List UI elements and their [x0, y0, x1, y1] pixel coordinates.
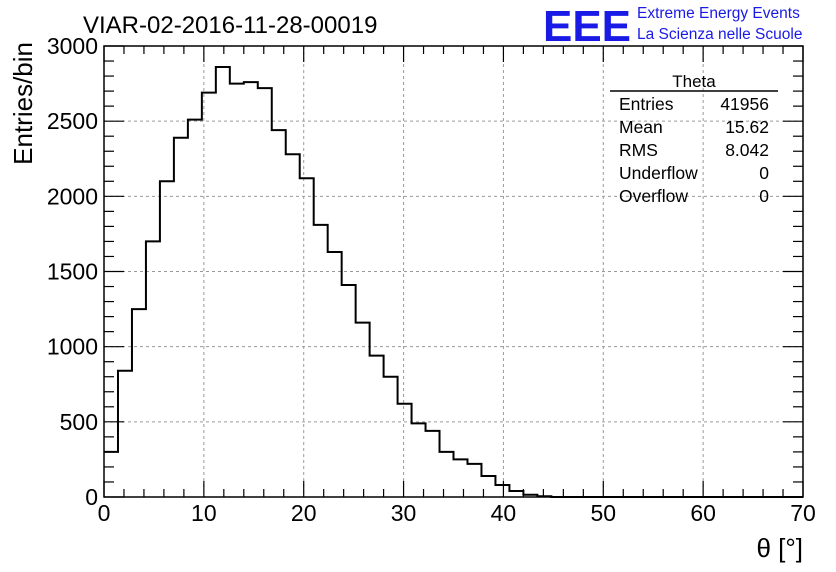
x-tick-label: 10 — [191, 500, 217, 526]
y-tick-label: 2500 — [47, 108, 98, 134]
stats-value-underflow: 0 — [759, 163, 769, 183]
y-axis-label: Entries/bin — [8, 42, 38, 165]
y-tick-label: 2000 — [47, 183, 98, 209]
stats-value-rms: 8.042 — [725, 140, 769, 160]
project-subtitle: La Scienza nelle Scuole — [637, 26, 802, 43]
stats-label-rms: RMS — [619, 140, 658, 160]
stats-value-mean: 15.62 — [725, 117, 769, 137]
grid-layer — [104, 46, 803, 497]
y-tick-labels: 0 500 1000 1500 2000 2500 3000 — [47, 33, 98, 510]
y-tick-label: 1000 — [47, 334, 98, 360]
plot-frame — [103, 45, 804, 498]
stats-label-mean: Mean — [619, 117, 663, 137]
y-tick-label: 500 — [60, 409, 98, 435]
y-tick-label: 0 — [85, 484, 98, 510]
x-tick-label: 0 — [98, 500, 111, 526]
stats-value-overflow: 0 — [759, 186, 769, 206]
histogram-series-theta — [104, 66, 803, 498]
stats-title: Theta — [672, 72, 716, 91]
y-tick-label: 3000 — [47, 33, 98, 59]
eee-logo: EEE — [543, 2, 631, 51]
project-name: Extreme Energy Events — [637, 5, 800, 22]
stats-box: Theta Entries 41956 Mean 15.62 RMS 8.042… — [610, 72, 778, 206]
x-tick-label: 30 — [391, 500, 417, 526]
x-axis-label: θ [°] — [756, 533, 803, 563]
x-tick-label: 50 — [590, 500, 616, 526]
stats-value-entries: 41956 — [720, 94, 769, 114]
x-tick-labels: 0 10 20 30 40 50 60 70 — [98, 500, 816, 526]
stats-label-overflow: Overflow — [619, 186, 688, 206]
stats-label-entries: Entries — [619, 94, 674, 114]
x-tick-label: 70 — [790, 500, 816, 526]
x-tick-label: 40 — [491, 500, 517, 526]
x-tick-label: 20 — [291, 500, 317, 526]
chart-title: VIAR-02-2016-11-28-00019 — [83, 12, 377, 39]
x-tick-label: 60 — [690, 500, 716, 526]
y-tick-label: 1500 — [47, 259, 98, 285]
stats-label-underflow: Underflow — [619, 163, 698, 183]
